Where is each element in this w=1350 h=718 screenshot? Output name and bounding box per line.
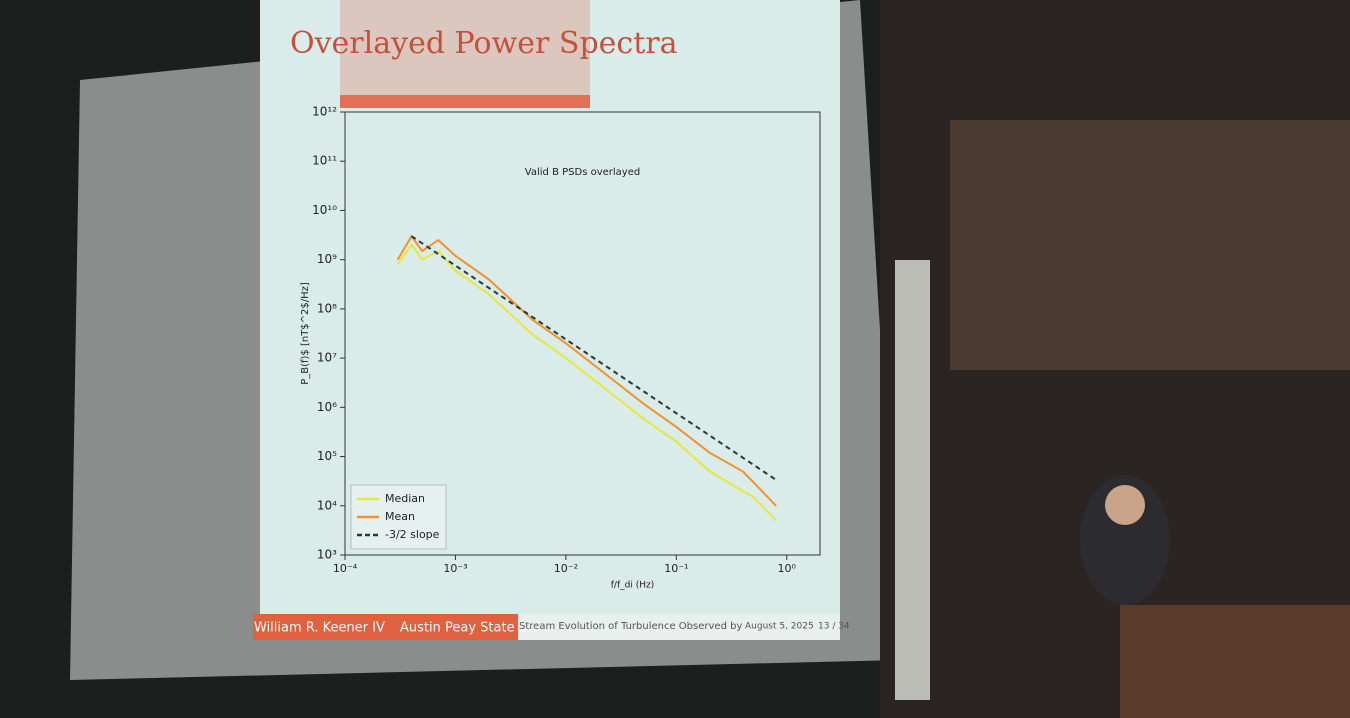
legend-label: Mean	[385, 510, 415, 523]
title-bg	[260, 0, 840, 95]
y-tick-label: 10⁵	[317, 449, 337, 463]
legend-label: -3/2 slope	[385, 528, 440, 541]
y-tick-label: 10³	[317, 548, 337, 562]
x-tick-label: 10⁻⁴	[333, 562, 358, 575]
x-tick-label: 10⁻¹	[664, 562, 688, 575]
series-line	[410, 235, 777, 481]
chart-title: Valid B PSDs overlayed	[525, 167, 640, 178]
footer-date: August 5, 2025	[745, 622, 814, 632]
podium	[1120, 605, 1350, 718]
y-tick-label: 10¹¹	[312, 154, 337, 168]
legend-label: Median	[385, 492, 425, 505]
footer-left	[253, 614, 518, 640]
y-tick-label: 10¹²	[312, 105, 337, 119]
x-axis-label: f/f_di (Hz)	[611, 581, 654, 591]
y-tick-label: 10⁸	[317, 301, 337, 315]
balcony	[950, 120, 1350, 370]
presenter-head	[1105, 485, 1145, 525]
speaker	[895, 260, 930, 700]
y-tick-label: 10¹⁰	[312, 203, 337, 217]
footer-right	[518, 614, 840, 640]
footer-page: 13 / 34	[818, 622, 850, 632]
slide-title: Overlayed Power Spectra	[290, 26, 678, 61]
chart: Valid B PSDs overlayed f/f_di (Hz) P_B(f)$…	[300, 105, 821, 591]
y-tick-label: 10⁷	[317, 351, 337, 365]
x-tick-label: 10⁰	[778, 562, 797, 575]
y-tick-label: 10⁶	[317, 400, 337, 414]
y-tick-label: 10⁴	[317, 498, 337, 512]
x-tick-label: 10⁻³	[443, 562, 467, 575]
y-tick-label: 10⁹	[317, 252, 337, 266]
presenter	[1080, 475, 1170, 605]
plot-frame	[344, 111, 821, 556]
footer-author: William R. Keener IV	[254, 621, 385, 636]
y-axis-label: P_B(f)$ [nT$^2$/Hz]	[300, 282, 311, 385]
x-tick-label: 10⁻²	[554, 562, 578, 575]
footer-talk: Stream Evolution of Turbulence Observed …	[519, 621, 742, 632]
footer-institution: Austin Peay State Uni	[400, 621, 540, 636]
series-line	[396, 243, 777, 522]
